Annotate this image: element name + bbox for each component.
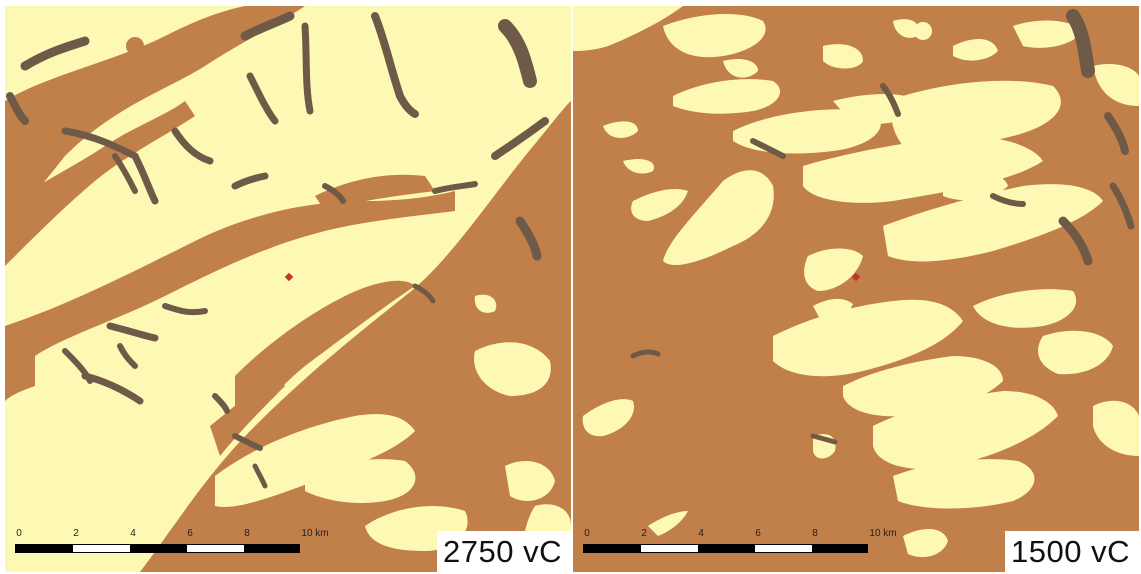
scale-segment (584, 545, 641, 552)
scale-label-0: 0 (16, 528, 22, 539)
scale-label-2: 2 (73, 528, 79, 539)
map-panel-2750: 0 2 4 6 8 10 km 2750 vC (5, 6, 571, 572)
scale-segment (73, 545, 130, 552)
scale-label-6: 6 (755, 528, 761, 539)
scale-label-2: 2 (641, 528, 647, 539)
scale-label-10: 10 km (869, 528, 897, 539)
scale-label-8: 8 (244, 528, 250, 539)
scale-segment (187, 545, 244, 552)
scale-segment (16, 545, 73, 552)
scale-segment (130, 545, 187, 552)
scale-label-8: 8 (812, 528, 818, 539)
scale-segment (698, 545, 755, 552)
map-canvas-2750 (5, 6, 571, 572)
map-canvas-1500 (573, 6, 1139, 572)
date-label: 1500 vC (1005, 531, 1139, 572)
scale-label-4: 4 (698, 528, 704, 539)
scale-bar: 0 2 4 6 8 10 km (583, 528, 903, 564)
date-label: 2750 vC (437, 531, 571, 572)
scale-segment (641, 545, 698, 552)
site-marker-icon (284, 272, 294, 282)
map-panel-1500: 0 2 4 6 8 10 km 1500 vC (573, 6, 1139, 572)
scale-segment (812, 545, 867, 552)
land-patches (573, 6, 1139, 558)
scale-track (583, 544, 868, 553)
scale-label-10: 10 km (301, 528, 329, 539)
scale-bar: 0 2 4 6 8 10 km (15, 528, 335, 564)
scale-segment (755, 545, 812, 552)
scale-segment (244, 545, 299, 552)
site-marker-icon (851, 272, 861, 282)
scale-label-6: 6 (187, 528, 193, 539)
channels (6, 11, 549, 489)
peat-areas (5, 6, 571, 572)
scale-track (15, 544, 300, 553)
channels (630, 9, 1135, 445)
scale-label-0: 0 (584, 528, 590, 539)
scale-label-4: 4 (130, 528, 136, 539)
